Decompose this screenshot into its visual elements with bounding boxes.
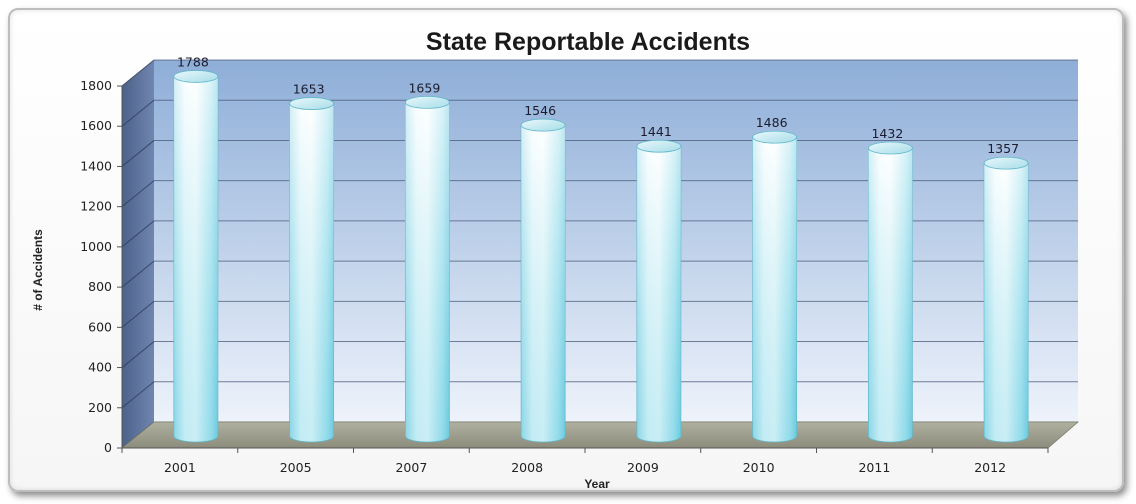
y-tick-label: 1800 bbox=[80, 78, 112, 93]
bar-shade bbox=[868, 148, 913, 442]
gridline-side bbox=[121, 260, 155, 288]
chart-walls bbox=[122, 60, 1078, 448]
bar-shade bbox=[636, 146, 681, 442]
axes: 0 200 400 600 800 1000 1200 1400 1600 1800 2001 200… bbox=[80, 78, 1049, 475]
gridline-side bbox=[121, 220, 155, 248]
y-axis-label: # of Accidents bbox=[31, 229, 45, 311]
data-label: 1441 bbox=[640, 124, 672, 139]
bar-shade bbox=[173, 76, 218, 442]
bar: 1432 bbox=[867, 126, 913, 443]
y-tick-label: 0 bbox=[104, 440, 112, 455]
chart: 1788 1653 1659 1546 1441 1486 1432 1357 0 200 400… bbox=[31, 28, 1080, 491]
side-wall bbox=[122, 60, 154, 448]
gridline-side bbox=[121, 341, 155, 368]
x-tick-label: 2011 bbox=[858, 460, 890, 475]
bar-shade bbox=[752, 137, 797, 442]
y-tick-label: 1000 bbox=[80, 239, 112, 254]
bar: 1357 bbox=[983, 141, 1029, 443]
data-label: 1659 bbox=[408, 80, 440, 95]
x-tick-label: 2010 bbox=[743, 460, 775, 475]
gridline-side bbox=[121, 180, 155, 208]
x-tick-label: 2007 bbox=[395, 460, 427, 475]
bar-cap bbox=[520, 118, 566, 132]
x-tick-label: 2005 bbox=[280, 460, 312, 475]
x-tick-label: 2008 bbox=[511, 460, 543, 475]
gridline-side bbox=[121, 300, 155, 328]
bar-cap bbox=[173, 70, 219, 83]
gridline-side bbox=[121, 381, 155, 409]
data-label: 1357 bbox=[987, 141, 1019, 156]
bar-shade bbox=[521, 125, 566, 443]
chart-floor bbox=[120, 421, 1080, 449]
bar-shade bbox=[984, 163, 1029, 442]
bar-cap bbox=[983, 156, 1029, 170]
chart-title: State Reportable Accidents bbox=[426, 28, 750, 56]
bar: 1441 bbox=[636, 124, 682, 443]
x-tick-label: 2009 bbox=[627, 460, 659, 475]
data-label: 1432 bbox=[871, 126, 903, 141]
floor-plane bbox=[120, 421, 1080, 449]
data-label: 1486 bbox=[756, 115, 788, 130]
data-label: 1653 bbox=[293, 82, 325, 97]
x-axis-label: Year bbox=[584, 477, 610, 491]
gridline-side bbox=[121, 99, 155, 127]
bar: 1788 bbox=[173, 54, 219, 443]
bar-shade bbox=[405, 102, 450, 443]
bar-cap bbox=[867, 141, 913, 155]
bars: 1788 1653 1659 1546 1441 1486 1432 1357 bbox=[173, 54, 1029, 443]
bar: 1546 bbox=[520, 103, 566, 443]
gridline-side bbox=[121, 59, 155, 87]
bar-shade bbox=[289, 103, 334, 443]
y-tick-label: 1600 bbox=[80, 118, 112, 133]
bar: 1659 bbox=[404, 80, 450, 443]
x-tick-label: 2012 bbox=[974, 460, 1006, 475]
bar-cap bbox=[752, 130, 798, 144]
x-tick-label: 2001 bbox=[164, 460, 196, 475]
y-tick-label: 1400 bbox=[80, 158, 112, 173]
bar-cap bbox=[404, 95, 450, 109]
bar-cap bbox=[289, 97, 335, 110]
y-tick-label: 800 bbox=[88, 279, 112, 294]
bar: 1486 bbox=[752, 115, 798, 443]
bar-cap bbox=[636, 139, 682, 153]
y-tick-label: 1200 bbox=[80, 199, 112, 214]
bar: 1653 bbox=[289, 82, 335, 443]
data-label: 1546 bbox=[524, 103, 556, 118]
y-tick-label: 400 bbox=[88, 360, 112, 375]
data-label: 1788 bbox=[177, 54, 209, 69]
chart-frame: 1788 1653 1659 1546 1441 1486 1432 1357 0 200 400… bbox=[8, 8, 1124, 492]
gridline-side bbox=[121, 140, 155, 167]
y-tick-label: 200 bbox=[88, 400, 112, 415]
y-tick-label: 600 bbox=[88, 319, 112, 334]
